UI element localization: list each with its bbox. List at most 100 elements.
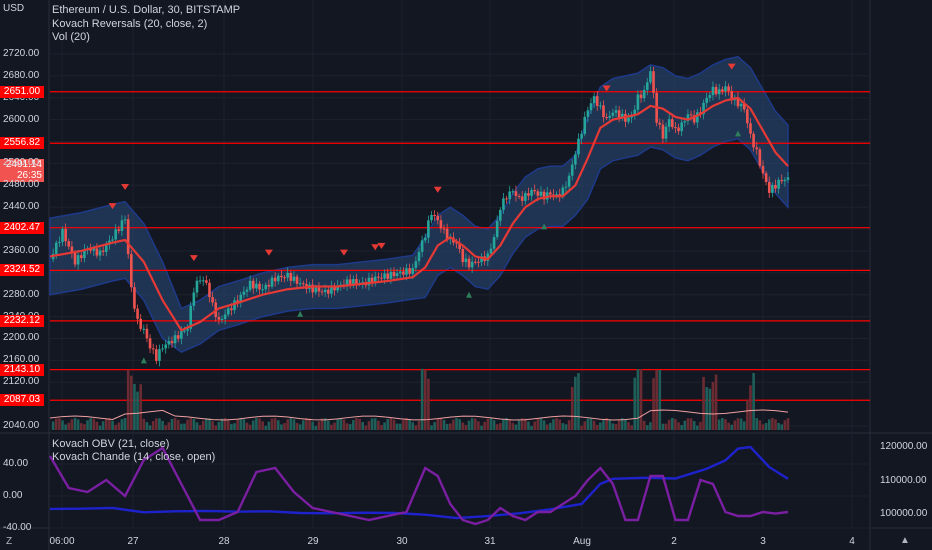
- volume-bar: [580, 425, 583, 430]
- volume-bar: [327, 420, 330, 430]
- candle-body: [408, 268, 411, 274]
- candle-body: [517, 196, 521, 198]
- moving-average-line: [49, 96, 789, 332]
- volume-bar: [489, 418, 493, 430]
- current-price: 2491.14: [5, 159, 42, 170]
- candle-body: [373, 276, 377, 283]
- volume-bar: [283, 422, 286, 430]
- candle-body: [145, 328, 149, 339]
- candle-body: [777, 179, 780, 189]
- volume-bar: [733, 420, 737, 430]
- volume-bar: [248, 424, 252, 430]
- volume-bar: [727, 422, 730, 430]
- candle-body: [320, 291, 324, 293]
- volume-bar: [702, 376, 705, 430]
- obv-legend[interactable]: Kovach OBV (21, close): [52, 438, 170, 450]
- candle-body: [692, 115, 696, 123]
- candle-body: [123, 219, 127, 221]
- candle-body: [289, 272, 293, 281]
- volume-bar: [236, 419, 239, 430]
- candle-body: [330, 286, 333, 294]
- volume-bar: [617, 419, 621, 430]
- volume-bar: [189, 418, 193, 430]
- volume-bar: [79, 423, 83, 430]
- volume-bar: [101, 421, 105, 430]
- price-axis-tick: 2120.00: [3, 376, 40, 388]
- time-axis-tick: 30: [396, 536, 408, 547]
- volume-bar: [477, 421, 480, 430]
- candle-body: [383, 273, 386, 279]
- candle-body: [130, 254, 133, 288]
- candle-body: [436, 215, 440, 221]
- candle-body: [736, 97, 740, 107]
- volume-bar: [645, 425, 649, 430]
- candle-body: [83, 249, 86, 259]
- candle-body: [348, 279, 352, 285]
- volume-bar: [530, 425, 533, 430]
- volume-bar: [276, 420, 280, 430]
- candle-body: [508, 191, 511, 200]
- volume-bar: [533, 421, 537, 430]
- volume-bar: [342, 419, 346, 430]
- osc-right-tick: 100000.00: [880, 508, 928, 519]
- chande-legend[interactable]: Kovach Chande (14, close, open): [52, 451, 216, 463]
- volume-bar: [658, 369, 662, 430]
- candle-body: [674, 127, 677, 129]
- kovach-reversals-legend[interactable]: Kovach Reversals (20, close, 2): [52, 18, 208, 30]
- reversal-up-marker: [541, 223, 548, 230]
- volume-bar: [333, 422, 336, 430]
- volume-bar: [192, 419, 196, 430]
- reversal-down-marker: [108, 203, 117, 210]
- bar-countdown: 26:35: [16, 170, 42, 181]
- candle-body: [595, 96, 599, 107]
- volume-bar: [558, 419, 562, 430]
- candle-body: [380, 277, 383, 279]
- candle-body: [567, 175, 571, 187]
- volume-legend[interactable]: Vol (20): [52, 31, 90, 43]
- candle-body: [427, 220, 430, 238]
- volume-bar: [652, 378, 655, 430]
- candle-body: [458, 243, 461, 250]
- candle-body: [267, 284, 271, 287]
- candle-body: [333, 286, 336, 291]
- candle-body: [645, 82, 649, 90]
- price-axis-tick: 2680.00: [3, 69, 40, 81]
- volume-bar: [714, 374, 718, 430]
- volume-bar: [705, 387, 708, 430]
- candle-body: [301, 283, 305, 285]
- candle-body: [155, 349, 158, 361]
- currency-label[interactable]: USD: [3, 3, 25, 14]
- volume-bar: [408, 418, 411, 430]
- volume-bar: [255, 418, 258, 430]
- candle-body: [721, 89, 724, 92]
- volume-bar: [442, 419, 446, 430]
- level-price-label: 2232.12: [0, 314, 44, 327]
- tradingview-logo-icon: ▲: [900, 535, 910, 546]
- volume-bar: [377, 420, 380, 430]
- reversal-up-marker: [466, 291, 473, 298]
- zoom-button[interactable]: Z: [6, 536, 13, 547]
- candle-body: [520, 196, 524, 201]
- volume-bar: [508, 419, 511, 430]
- candle-body: [139, 318, 142, 329]
- volume-bar: [749, 385, 752, 430]
- candle-body: [574, 154, 577, 165]
- volume-bar: [348, 424, 352, 430]
- volume-bar: [771, 418, 774, 430]
- volume-bar: [630, 425, 633, 430]
- volume-bar: [414, 425, 418, 430]
- candle-body: [89, 248, 92, 251]
- time-axis-tick: 3: [760, 536, 766, 547]
- candle-body: [714, 86, 718, 95]
- price-axis-tick: 2440.00: [3, 201, 40, 213]
- time-axis-tick: 2: [671, 536, 677, 547]
- candle-body: [636, 94, 640, 110]
- candle-body: [752, 133, 755, 148]
- volume-bar: [398, 423, 402, 430]
- volume-bar: [774, 419, 777, 430]
- volume-bar: [767, 419, 771, 430]
- volume-bar: [111, 420, 114, 430]
- volume-bar: [736, 418, 740, 430]
- candle-body: [336, 285, 339, 291]
